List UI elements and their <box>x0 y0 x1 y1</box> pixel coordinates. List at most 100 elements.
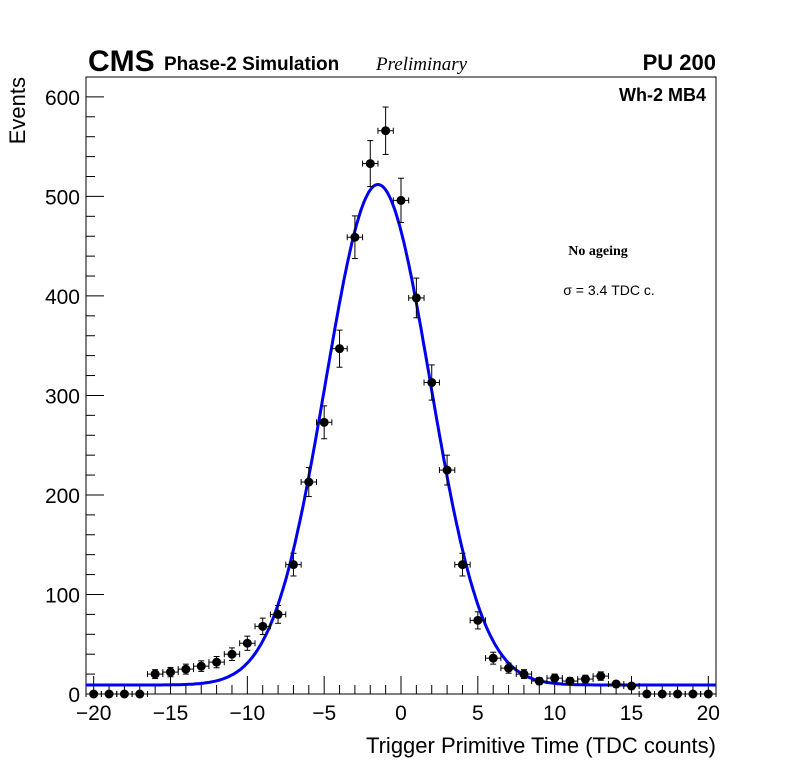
data-point <box>193 660 210 672</box>
data-point <box>254 617 271 636</box>
y-tick-label: 600 <box>45 87 80 110</box>
data-marker <box>304 477 314 487</box>
y-tick-label: 100 <box>45 584 80 607</box>
data-marker <box>688 689 698 699</box>
data-marker <box>166 667 176 677</box>
region-label: Wh-2 MB4 <box>619 85 706 105</box>
data-point <box>346 215 364 260</box>
data-marker <box>519 669 529 679</box>
data-point <box>454 552 471 577</box>
data-point <box>638 689 656 699</box>
data-points <box>85 106 717 699</box>
data-marker <box>150 669 160 679</box>
data-marker <box>396 195 406 205</box>
data-marker <box>212 657 222 667</box>
data-marker <box>703 689 713 699</box>
data-marker <box>258 621 268 631</box>
data-marker <box>335 344 345 354</box>
data-point <box>623 681 640 691</box>
x-axis-title: Trigger Primitive Time (TDC counts) <box>366 733 716 758</box>
data-marker <box>550 673 560 683</box>
data-marker <box>642 689 652 699</box>
data-marker <box>381 126 391 136</box>
data-marker <box>319 417 329 427</box>
data-marker <box>273 609 283 619</box>
data-point <box>177 663 195 675</box>
data-marker <box>227 649 237 659</box>
y-tick-label: 400 <box>45 286 80 309</box>
data-marker <box>411 293 421 303</box>
data-marker <box>565 676 575 686</box>
plot-frame <box>85 76 717 695</box>
data-marker <box>242 638 252 648</box>
data-marker <box>104 689 114 699</box>
data-marker <box>488 653 498 663</box>
data-point <box>331 329 348 368</box>
fit-curve-group <box>86 182 716 687</box>
y-axis-title: Events <box>5 77 30 144</box>
data-point <box>423 364 440 401</box>
y-tick-label: 300 <box>45 385 80 408</box>
x-tick-label: 0 <box>395 702 407 725</box>
x-tick-labels: −20 −15 −10 −5 0 5 10 15 20 <box>76 702 720 725</box>
fit-curve <box>86 182 716 687</box>
y-tick-label: 500 <box>45 186 80 209</box>
data-point <box>577 674 594 684</box>
data-marker <box>135 689 145 699</box>
data-marker <box>181 664 191 674</box>
data-marker <box>626 681 636 691</box>
pileup-label: PU 200 <box>643 50 716 75</box>
x-tick-label: 15 <box>620 702 643 725</box>
data-point <box>515 669 533 680</box>
data-point <box>300 467 317 498</box>
y-tick-labels: 0 100 200 300 400 500 600 <box>45 87 80 707</box>
data-point <box>592 671 609 681</box>
data-marker <box>119 689 129 699</box>
data-point <box>315 405 333 440</box>
data-point <box>700 689 717 699</box>
data-marker <box>473 615 483 625</box>
data-point <box>131 689 148 699</box>
preliminary-label: Preliminary <box>375 54 468 75</box>
data-marker <box>350 232 360 242</box>
data-marker <box>365 159 375 169</box>
data-marker <box>442 465 452 475</box>
data-point <box>377 106 394 155</box>
data-point <box>362 140 379 188</box>
data-marker <box>657 689 667 699</box>
data-point <box>408 277 425 319</box>
data-point <box>500 662 517 674</box>
data-point <box>546 673 563 683</box>
data-marker <box>580 674 590 684</box>
data-marker <box>457 560 467 570</box>
x-tick-label: −10 <box>230 702 266 725</box>
data-marker <box>534 676 544 686</box>
data-marker <box>288 560 298 570</box>
data-point <box>485 651 502 665</box>
data-marker <box>611 679 621 689</box>
x-tick-label: 5 <box>472 702 484 725</box>
y-tick-label: 200 <box>45 485 80 508</box>
data-point <box>239 635 256 651</box>
x-tick-label: −15 <box>153 702 189 725</box>
simulation-label: Phase-2 Simulation <box>164 54 339 75</box>
data-marker <box>673 689 683 699</box>
data-point <box>269 604 287 624</box>
experiment-label: CMS <box>88 45 155 78</box>
x-tick-label: 20 <box>697 702 720 725</box>
data-point <box>469 611 487 630</box>
data-point <box>531 676 548 686</box>
y-tick-label: 0 <box>68 684 80 707</box>
data-point <box>392 177 410 224</box>
condition-label: No ageing <box>568 244 628 259</box>
x-tick-label: −5 <box>312 702 336 725</box>
data-point <box>208 656 225 669</box>
x-tick-label: −20 <box>76 702 112 725</box>
data-point <box>285 552 302 577</box>
data-marker <box>504 663 514 673</box>
x-tick-label: 10 <box>543 702 566 725</box>
data-marker <box>196 661 206 671</box>
data-marker <box>596 671 606 681</box>
data-marker <box>89 689 99 699</box>
data-point <box>223 647 241 661</box>
